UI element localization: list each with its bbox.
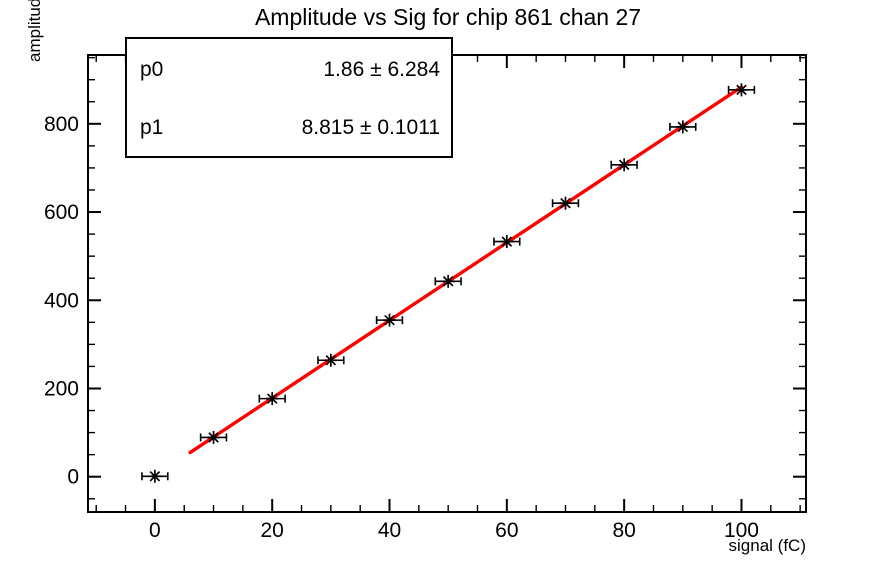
data-point [610, 158, 638, 172]
x-tick-label: 0 [149, 519, 161, 542]
y-axis-tick-labels: 0 200 400 600 800 [44, 113, 79, 489]
x-tick-label: 40 [378, 519, 401, 542]
x-tick-label: 20 [261, 519, 284, 542]
data-point [258, 392, 286, 406]
data-point [434, 274, 462, 288]
fit-stats-box: p0 1.86 ± 6.284 p1 8.815 ± 0.1011 [125, 37, 453, 158]
data-point-series [141, 83, 756, 483]
page-title: Amplitude vs Sig for chip 861 chan 27 [254, 4, 642, 30]
stats-row-0-name: p0 [140, 58, 163, 81]
x-axis-minor-ticks [95, 55, 801, 512]
data-point [551, 196, 580, 210]
y-axis-major-ticks [88, 122, 806, 478]
x-axis-tick-labels: 0 20 40 60 80 100 [149, 519, 759, 542]
data-point [727, 83, 756, 97]
y-tick-label: 600 [44, 201, 79, 224]
x-tick-label: 100 [724, 519, 759, 542]
data-point [141, 469, 169, 483]
stats-row-1-value: 8.815 ± 0.1011 [302, 116, 440, 139]
stats-row-1-name: p1 [140, 116, 163, 139]
x-tick-label: 80 [612, 519, 635, 542]
data-point [199, 430, 228, 444]
y-tick-label: 800 [44, 113, 79, 136]
stats-row-0-value: 1.86 ± 6.284 [323, 58, 440, 81]
y-axis-title: amplitude (ADC) [25, 0, 44, 62]
data-point [317, 353, 345, 367]
data-point [375, 313, 404, 327]
x-tick-label: 60 [495, 519, 518, 542]
stats-box-border [125, 37, 453, 158]
y-tick-label: 200 [44, 377, 79, 400]
data-point [493, 235, 521, 249]
x-axis-title: signal (fC) [729, 536, 806, 555]
y-axis-minor-ticks [88, 56, 806, 500]
fit-line [188, 85, 744, 455]
y-tick-label: 0 [67, 466, 79, 489]
data-point [669, 120, 697, 134]
y-tick-label: 400 [44, 289, 79, 312]
